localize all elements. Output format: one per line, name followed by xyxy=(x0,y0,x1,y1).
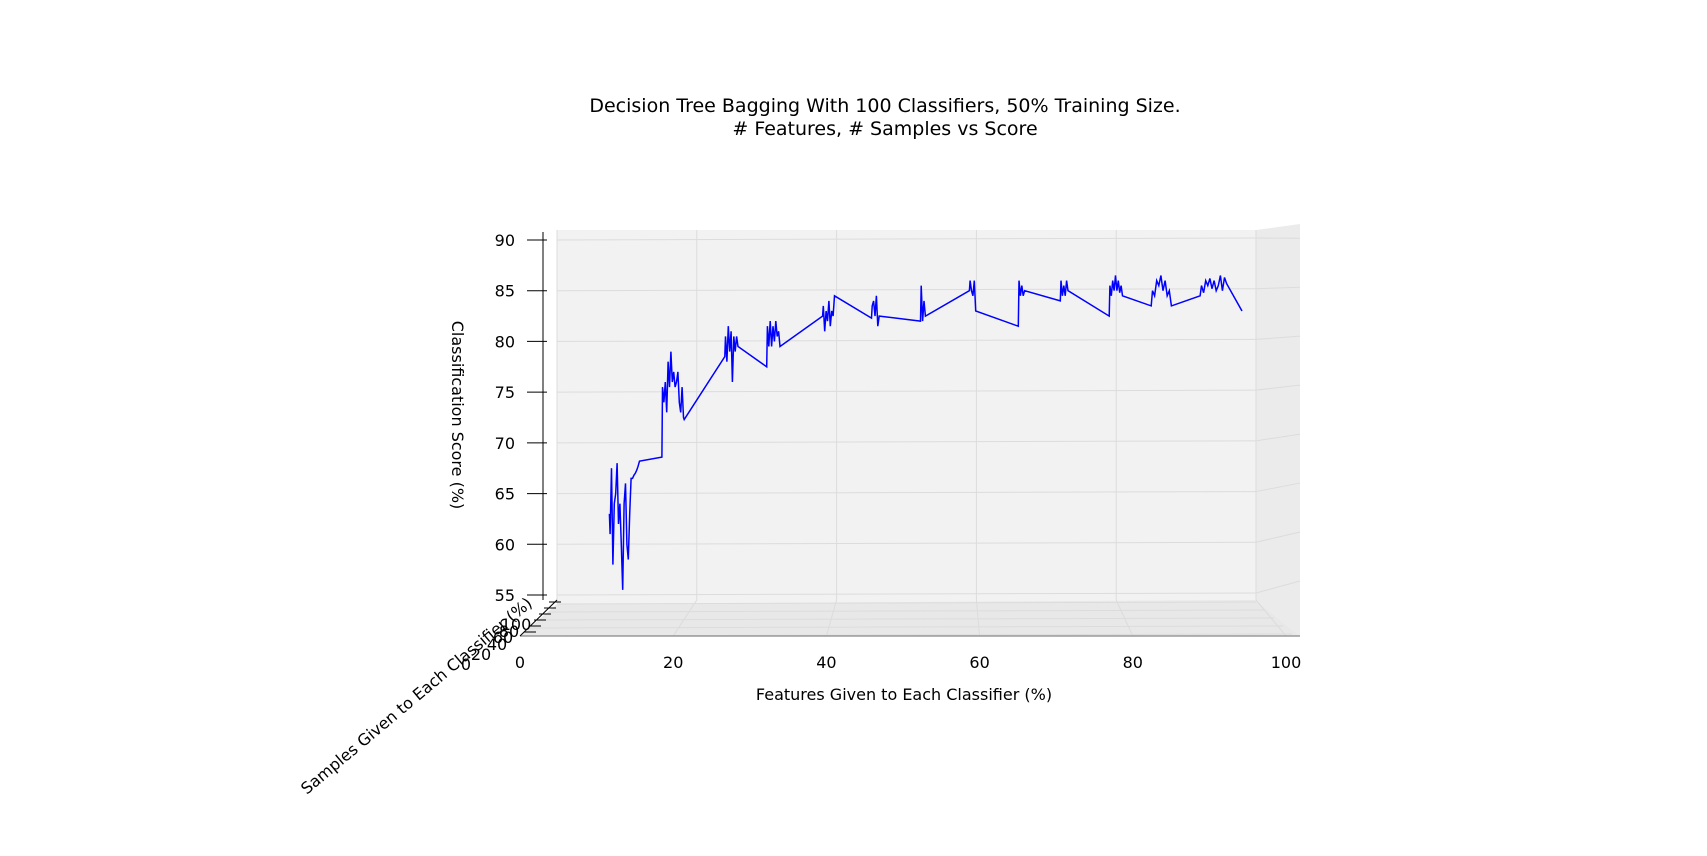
z-gridline xyxy=(556,491,1257,495)
z-tick-label: 60 xyxy=(495,535,515,554)
z-tick-label: 70 xyxy=(495,434,515,453)
y-tick-label: 60 xyxy=(493,628,513,647)
x-tick-label: 40 xyxy=(816,653,836,672)
z-side-gridline xyxy=(1255,531,1301,543)
grid xyxy=(519,230,1301,637)
z-side-gridline xyxy=(1255,286,1301,290)
z-tick-label: 80 xyxy=(495,332,515,351)
z-side-gridline xyxy=(1255,482,1301,493)
back-pane xyxy=(557,230,1290,604)
side-pane xyxy=(1256,224,1300,636)
chart-title: Decision Tree Bagging With 100 Classifie… xyxy=(589,95,1180,140)
x-tick-label: 0 xyxy=(515,653,525,672)
y-floor-gridline xyxy=(529,625,1284,629)
z-tick-label: 90 xyxy=(495,231,515,250)
chart-title-line-2: # Features, # Samples vs Score xyxy=(732,118,1037,140)
x-floor-gridline xyxy=(825,599,838,637)
z-side-gridline xyxy=(1255,335,1301,340)
y-tick-label: 20 xyxy=(471,645,491,664)
z-gridline xyxy=(556,541,1257,545)
y-floor-gridline xyxy=(556,601,1257,605)
z-gridline xyxy=(556,389,1257,393)
x-tick-label: 20 xyxy=(663,653,683,672)
z-axis-label: Classification Score (%) xyxy=(448,321,467,510)
y-tick-label: 100 xyxy=(501,615,532,634)
z-gridline xyxy=(556,237,1257,241)
z-tick-label: 65 xyxy=(495,485,515,504)
z-side-gridline xyxy=(1255,433,1301,442)
floor-pane xyxy=(520,600,1300,636)
z-tick-label: 55 xyxy=(495,586,515,605)
axes xyxy=(519,232,1300,637)
z-tick-label: 85 xyxy=(495,282,515,301)
y-tick-label: 80 xyxy=(499,622,519,641)
z-gridline xyxy=(556,440,1257,444)
z-side-gridline xyxy=(1255,384,1301,391)
series-line xyxy=(608,275,1243,590)
x-floor-gridline xyxy=(672,599,698,637)
x-tick-label: 100 xyxy=(1271,653,1302,672)
z-gridline xyxy=(556,338,1257,342)
z-side-gridline xyxy=(1255,580,1301,594)
z-gridline xyxy=(556,288,1257,292)
y-axis-line xyxy=(519,599,558,637)
y-floor-gridline xyxy=(538,617,1275,621)
x-floor-gridline xyxy=(975,599,981,637)
y-floor-gridline xyxy=(547,609,1266,613)
z-gridline xyxy=(556,592,1257,596)
y-axis-label: Samples Given to Each Classifier (%) xyxy=(297,593,536,798)
y-tick-label: 40 xyxy=(487,635,507,654)
x-tick-label: 60 xyxy=(969,653,989,672)
z-tick-label: 75 xyxy=(495,383,515,402)
x-axis-label: Features Given to Each Classifier (%) xyxy=(756,685,1052,704)
x-tick-label: 80 xyxy=(1123,653,1143,672)
y-tick-label: 0 xyxy=(461,655,471,674)
chart-title-line-1: Decision Tree Bagging With 100 Classifie… xyxy=(589,95,1180,117)
